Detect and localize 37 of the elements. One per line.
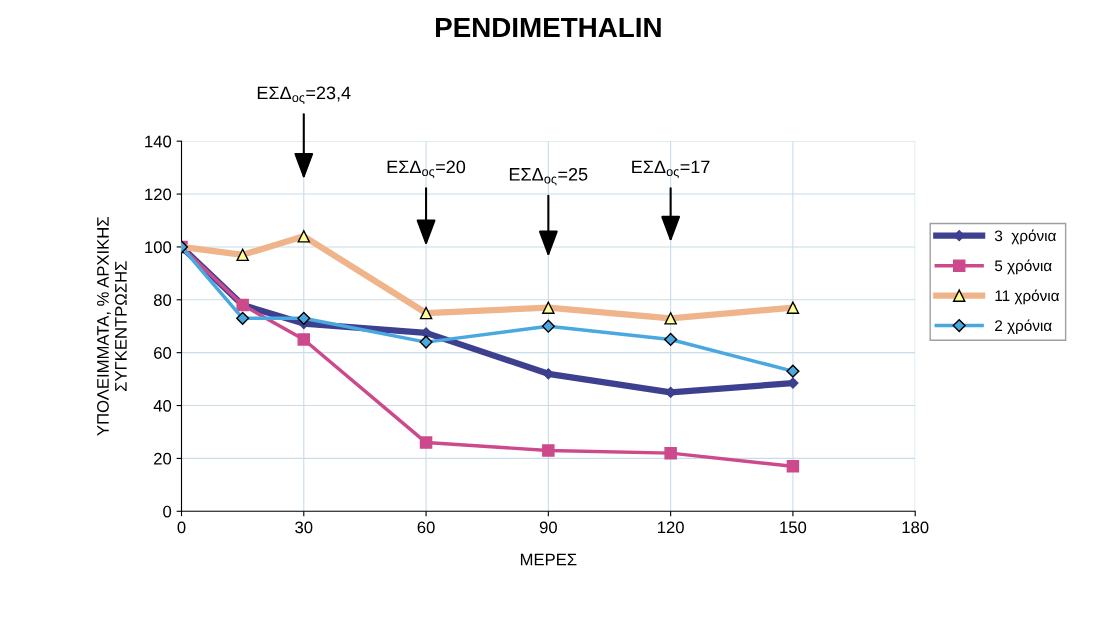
annotation: ΕΣΔ$_{ος}$=17 [632, 160, 710, 179]
point [664, 332, 678, 347]
x-tick-label: 30 [295, 521, 313, 534]
point [236, 311, 250, 325]
point [786, 364, 800, 378]
y-tick-label: 60 [154, 347, 172, 359]
legend-label: 11 χρόνια [995, 289, 1060, 305]
legend-label: 5 χρόνια [994, 259, 1052, 275]
legend-label: 3 χρόνια [994, 229, 1056, 245]
annotation: ΕΣΔ$_{ος}$=20 [387, 160, 466, 179]
x-tick-label: 120 [658, 521, 684, 534]
y-tick-label: 120 [145, 188, 172, 201]
x-tick-label: 0 [177, 521, 186, 534]
y-tick-label: 80 [153, 294, 172, 307]
text: ΕΣΔ$_{ος}$=23,4 [257, 86, 351, 105]
y-axis-title: ΥΠΟΛΕΙΜΜΑΤΑ, % ΑΡΧΙΚΗΣ ΣΥΓΚΕΝΤΡΩΣΗΣ [97, 217, 127, 436]
x-axis-title: ΜΕΡΕΣ [520, 553, 577, 566]
legend-label: 2 χρόνια [995, 319, 1052, 335]
point [297, 311, 311, 325]
y-tick-label: 100 [145, 241, 172, 254]
x-tick-label: 150 [780, 521, 807, 534]
annotation: ΕΣΔ$_{ος}$=25 [509, 167, 588, 186]
point [541, 319, 555, 333]
point [664, 446, 677, 460]
point [297, 333, 311, 346]
y-tick-label: 20 [154, 452, 172, 465]
point [542, 444, 555, 457]
y-tick-label: 140 [145, 135, 172, 148]
y-tick-label: 40 [153, 399, 172, 412]
chart-title: PENDIMETHALIN [436, 17, 661, 38]
x-tick-label: 90 [539, 521, 557, 534]
y-tick-label: 0 [163, 505, 172, 518]
x-tick-label: 180 [902, 521, 929, 534]
point [419, 436, 433, 449]
x-tick-label: 60 [417, 521, 435, 534]
point [786, 460, 800, 473]
point [419, 335, 433, 349]
